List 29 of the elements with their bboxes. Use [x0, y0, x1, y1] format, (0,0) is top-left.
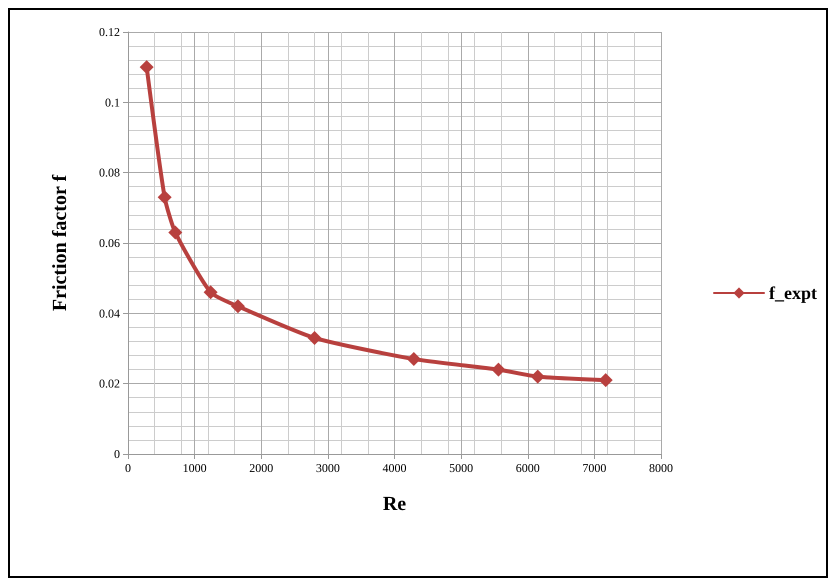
- y-tick-label: 0: [114, 447, 120, 461]
- y-axis-title: Friction factor f: [49, 174, 71, 312]
- y-tick-label: 0.06: [99, 236, 120, 250]
- y-tick-label: 0.1: [105, 95, 120, 110]
- y-tick-label: 0.04: [99, 306, 120, 320]
- point: [530, 370, 545, 384]
- point: [168, 225, 182, 240]
- x-tick-label: 6000: [516, 461, 540, 475]
- point: [204, 285, 218, 300]
- x-axis-title: Re: [382, 493, 406, 515]
- x-tick-label: 2000: [249, 461, 274, 475]
- x-tick-label: 4000: [382, 461, 406, 475]
- y-tick-label: 0.12: [99, 25, 120, 39]
- point: [491, 362, 506, 377]
- x-tick-label: 5000: [449, 461, 474, 475]
- point: [158, 190, 172, 204]
- y-tick-label: 0.02: [99, 376, 120, 391]
- x-tick-label: 7000: [582, 461, 606, 475]
- point: [140, 60, 154, 74]
- x-tick-label: 8000: [649, 461, 673, 475]
- x-tick-label: 3000: [316, 461, 340, 475]
- point: [406, 352, 421, 366]
- y-tick-label: 0.08: [99, 166, 120, 180]
- x-tick-label: 0: [125, 461, 131, 475]
- point: [308, 330, 322, 345]
- point: [230, 299, 245, 314]
- point: [598, 373, 613, 388]
- legend-label: f_expt: [769, 283, 818, 303]
- x-tick-label: 1000: [182, 461, 207, 475]
